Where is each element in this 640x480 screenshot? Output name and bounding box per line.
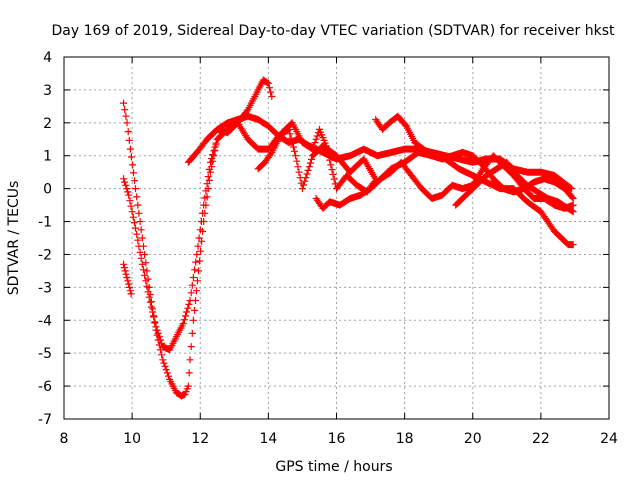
y-tick-label: -1 [38,215,52,231]
data-series [120,76,577,400]
series-marks [452,158,577,216]
x-tick-label: 20 [464,431,482,447]
x-tick-label: 22 [532,431,550,447]
y-tick-label: -2 [38,247,52,263]
y-tick-label: 0 [43,182,52,198]
x-tick-label: 18 [396,431,414,447]
y-tick-label: -5 [38,346,52,362]
series-track-f [254,119,378,196]
x-tick-label: 16 [328,431,346,447]
y-tick-label: 3 [43,83,52,99]
series-marks [254,119,378,196]
x-tick-label: 10 [123,431,141,447]
x-tick-label: 8 [60,431,69,447]
series-marks [120,260,135,298]
series-track-c [120,260,135,298]
y-tick-label: -3 [38,280,52,296]
x-tick-label: 12 [191,431,209,447]
y-tick-label: -4 [38,313,52,329]
x-axis-label: GPS time / hours [275,459,392,475]
y-tick-label: 1 [43,149,52,165]
x-tick-label: 14 [259,431,277,447]
plot-frame [63,56,610,420]
y-tick-label: 2 [43,116,52,132]
y-tick-label: -6 [38,379,52,395]
x-tick-label: 24 [600,431,618,447]
y-tick-label: 4 [43,50,52,66]
series-track-i [452,158,577,216]
y-axis-label: SDTVAR / TECUs [6,181,22,296]
chart-title: Day 169 of 2019, Sidereal Day-to-day VTE… [52,23,615,39]
y-tick-label: -7 [38,412,52,428]
